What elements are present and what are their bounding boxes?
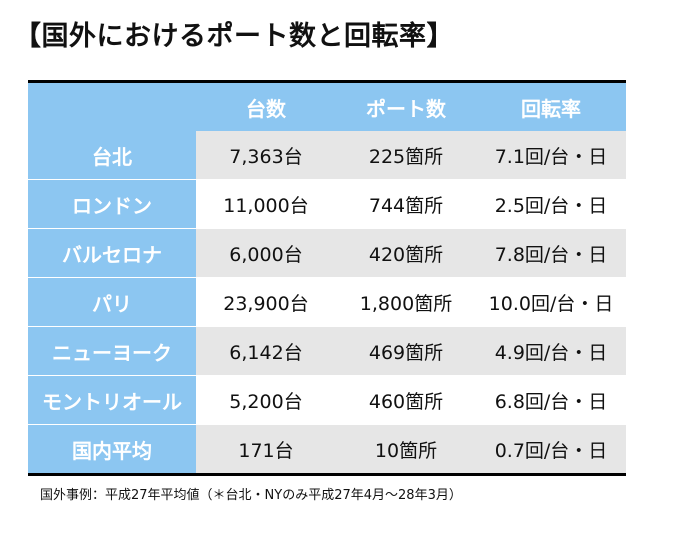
table-row: ニューヨーク 6,142台 469箇所 4.9回/台・日 [28,326,626,376]
cell-ports: 420箇所 [336,228,476,278]
footnote: 国外事例：平成27年平均値（＊台北・NYのみ平成27年4月～28年3月） [40,488,462,503]
header-rate: 回転率 [476,83,626,131]
header-ports: ポート数 [336,83,476,131]
table-row: 台北 7,363台 225箇所 7.1回/台・日 [28,131,626,180]
cell-rate: 0.7回/台・日 [476,424,626,473]
header-row: 台数 ポート数 回転率 [28,83,626,131]
cell-ports: 10箇所 [336,424,476,473]
row-city: 台北 [28,131,196,180]
cell-ports: 1,800箇所 [336,277,476,327]
table-row: 国内平均 171台 10箇所 0.7回/台・日 [28,424,626,473]
cell-units: 6,142台 [196,326,336,376]
comparison-table: 台数 ポート数 回転率 台北 7,363台 225箇所 7.1回/台・日 ロンド… [28,80,626,476]
cell-rate: 10.0回/台・日 [476,277,626,327]
table-row: パリ 23,900台 1,800箇所 10.0回/台・日 [28,277,626,327]
cell-ports: 469箇所 [336,326,476,376]
cell-units: 11,000台 [196,179,336,229]
cell-ports: 744箇所 [336,179,476,229]
row-city: バルセロナ [28,228,196,278]
cell-units: 6,000台 [196,228,336,278]
page-title: 【国外におけるポート数と回転率】 [14,21,454,52]
row-city: モントリオール [28,375,196,425]
cell-ports: 225箇所 [336,131,476,180]
table-row: バルセロナ 6,000台 420箇所 7.8回/台・日 [28,228,626,278]
row-city: パリ [28,277,196,327]
cell-units: 171台 [196,424,336,473]
cell-rate: 4.9回/台・日 [476,326,626,376]
cell-ports: 460箇所 [336,375,476,425]
header-units: 台数 [196,83,336,131]
row-city: 国内平均 [28,424,196,473]
cell-rate: 2.5回/台・日 [476,179,626,229]
cell-rate: 7.8回/台・日 [476,228,626,278]
row-city: ロンドン [28,179,196,229]
table-row: ロンドン 11,000台 744箇所 2.5回/台・日 [28,179,626,229]
row-city: ニューヨーク [28,326,196,376]
cell-units: 23,900台 [196,277,336,327]
cell-units: 7,363台 [196,131,336,180]
cell-rate: 6.8回/台・日 [476,375,626,425]
cell-rate: 7.1回/台・日 [476,131,626,180]
data-table: 台数 ポート数 回転率 台北 7,363台 225箇所 7.1回/台・日 ロンド… [28,83,626,473]
cell-units: 5,200台 [196,375,336,425]
header-corner [28,83,196,131]
table-row: モントリオール 5,200台 460箇所 6.8回/台・日 [28,375,626,425]
